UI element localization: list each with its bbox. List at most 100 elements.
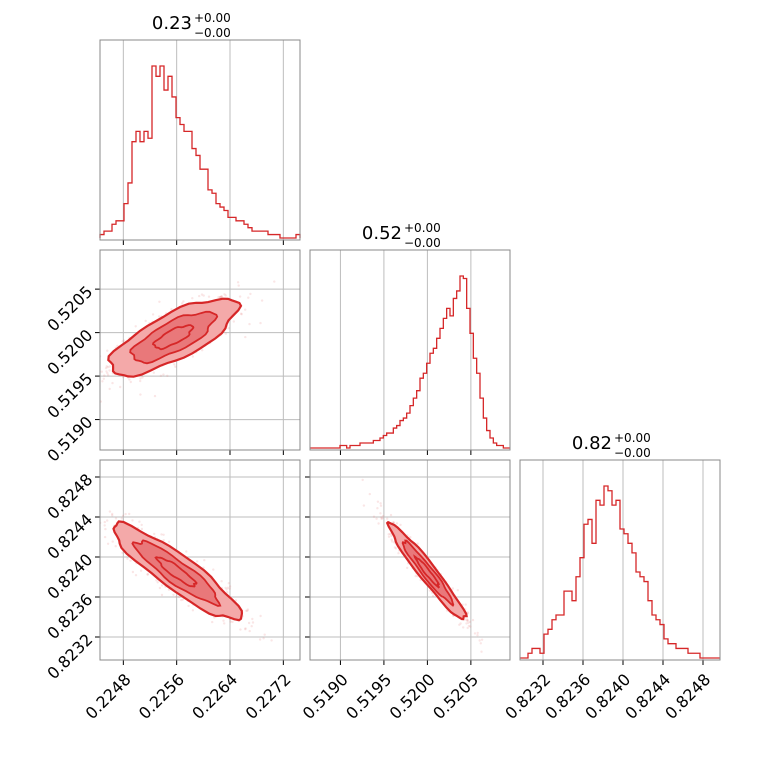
scatter-point bbox=[391, 540, 394, 543]
scatter-point bbox=[397, 552, 400, 555]
title-value: 0.82 bbox=[572, 433, 612, 454]
scatter-point bbox=[108, 387, 111, 391]
scatter-point bbox=[203, 559, 206, 562]
scatter-point bbox=[134, 574, 138, 577]
scatter-point bbox=[416, 542, 419, 545]
panel-background bbox=[310, 250, 510, 450]
scatter-point bbox=[463, 618, 467, 621]
scatter-point bbox=[119, 385, 122, 389]
scatter-point bbox=[251, 617, 254, 621]
scatter-point bbox=[406, 566, 409, 570]
scatter-point bbox=[220, 580, 223, 583]
title-value: 0.23 bbox=[152, 13, 192, 34]
x-tick-label: 0.5190 bbox=[299, 670, 352, 723]
scatter-point bbox=[158, 300, 161, 303]
panel-background bbox=[520, 460, 720, 660]
scatter-point bbox=[105, 365, 108, 368]
scatter-point bbox=[462, 626, 465, 629]
scatter-point bbox=[174, 365, 177, 368]
scatter-point bbox=[151, 313, 155, 316]
scatter-point bbox=[248, 322, 251, 326]
scatter-point bbox=[167, 588, 171, 591]
scatter-point bbox=[414, 574, 417, 578]
scatter-point bbox=[191, 297, 194, 300]
scatter-point bbox=[379, 512, 382, 515]
scatter-point bbox=[259, 614, 262, 618]
x-tick-label: 0.2264 bbox=[188, 670, 241, 723]
x-tick-label: 0.2272 bbox=[242, 670, 295, 723]
scatter-point bbox=[222, 619, 225, 622]
contour-core bbox=[413, 554, 440, 589]
scatter-point bbox=[158, 315, 161, 318]
scatter-point bbox=[139, 377, 142, 380]
scatter-point bbox=[111, 514, 114, 517]
scatter-point bbox=[153, 532, 156, 536]
scatter-point bbox=[139, 393, 142, 396]
scatter-point bbox=[81, 364, 83, 366]
scatter-panel-0-2 bbox=[55, 459, 301, 665]
scatter-point bbox=[121, 340, 124, 343]
scatter-point bbox=[459, 622, 462, 625]
panel-frame bbox=[519, 459, 721, 661]
contour-core bbox=[154, 556, 198, 588]
scatter-point bbox=[108, 510, 112, 513]
panel-frame bbox=[99, 249, 301, 451]
scatter-point bbox=[177, 595, 181, 599]
scatter-point bbox=[106, 542, 110, 545]
scatter-point bbox=[466, 626, 469, 630]
scatter-point bbox=[191, 355, 194, 358]
scatter-point bbox=[219, 296, 222, 299]
scatter-point bbox=[140, 523, 143, 527]
scatter-point bbox=[362, 504, 366, 507]
scatter-point bbox=[244, 627, 247, 630]
x-tick-label: 0.8248 bbox=[661, 670, 714, 723]
scatter-point bbox=[111, 540, 114, 543]
scatter-point bbox=[409, 536, 412, 539]
scatter-point bbox=[128, 378, 131, 381]
y-tick-label: 0.5190 bbox=[43, 412, 96, 465]
title-plus: +0.00 bbox=[404, 221, 441, 235]
scatter-point bbox=[159, 374, 163, 377]
scatter-point bbox=[428, 589, 432, 592]
scatter-point bbox=[212, 568, 215, 571]
scatter-point bbox=[105, 370, 108, 373]
scatter-point bbox=[390, 534, 393, 538]
scatter-point bbox=[471, 618, 475, 622]
scatter-point bbox=[227, 582, 230, 585]
scatter-point bbox=[108, 369, 111, 372]
scatter-point bbox=[469, 625, 472, 628]
scatter-point bbox=[224, 332, 227, 335]
scatter-point bbox=[131, 570, 135, 574]
scatter-point bbox=[386, 517, 389, 520]
scatter-point bbox=[247, 296, 250, 299]
scatter-point bbox=[106, 365, 110, 369]
scatter-point bbox=[399, 523, 402, 527]
scatter-point bbox=[201, 349, 204, 352]
scatter-point bbox=[244, 335, 247, 339]
scatter-point bbox=[237, 284, 240, 287]
scatter-point bbox=[244, 628, 247, 631]
scatter-point bbox=[114, 545, 117, 548]
scatter-point bbox=[380, 517, 383, 521]
scatter-point bbox=[458, 623, 461, 626]
scatter-point bbox=[389, 513, 393, 517]
scatter-point bbox=[229, 620, 232, 623]
y-tick-label: 0.8248 bbox=[43, 470, 96, 523]
scatter-point bbox=[124, 512, 127, 516]
scatter-point bbox=[140, 527, 144, 531]
scatter-point bbox=[468, 620, 472, 623]
scatter-point bbox=[55, 488, 57, 490]
panel-title: 0.82 +0.00−0.00 bbox=[572, 431, 651, 460]
scatter-point bbox=[394, 547, 398, 550]
scatter-point bbox=[180, 302, 184, 305]
scatter-point bbox=[175, 595, 178, 598]
title-minus: −0.00 bbox=[404, 236, 441, 250]
scatter-point bbox=[104, 527, 107, 531]
scatter-point bbox=[228, 585, 232, 588]
scatter-point bbox=[381, 516, 384, 520]
title-plus: +0.00 bbox=[614, 431, 651, 445]
scatter-point bbox=[390, 538, 393, 541]
scatter-point bbox=[106, 372, 109, 375]
scatter-point bbox=[227, 327, 230, 330]
scatter-panel-1-2 bbox=[305, 459, 511, 665]
